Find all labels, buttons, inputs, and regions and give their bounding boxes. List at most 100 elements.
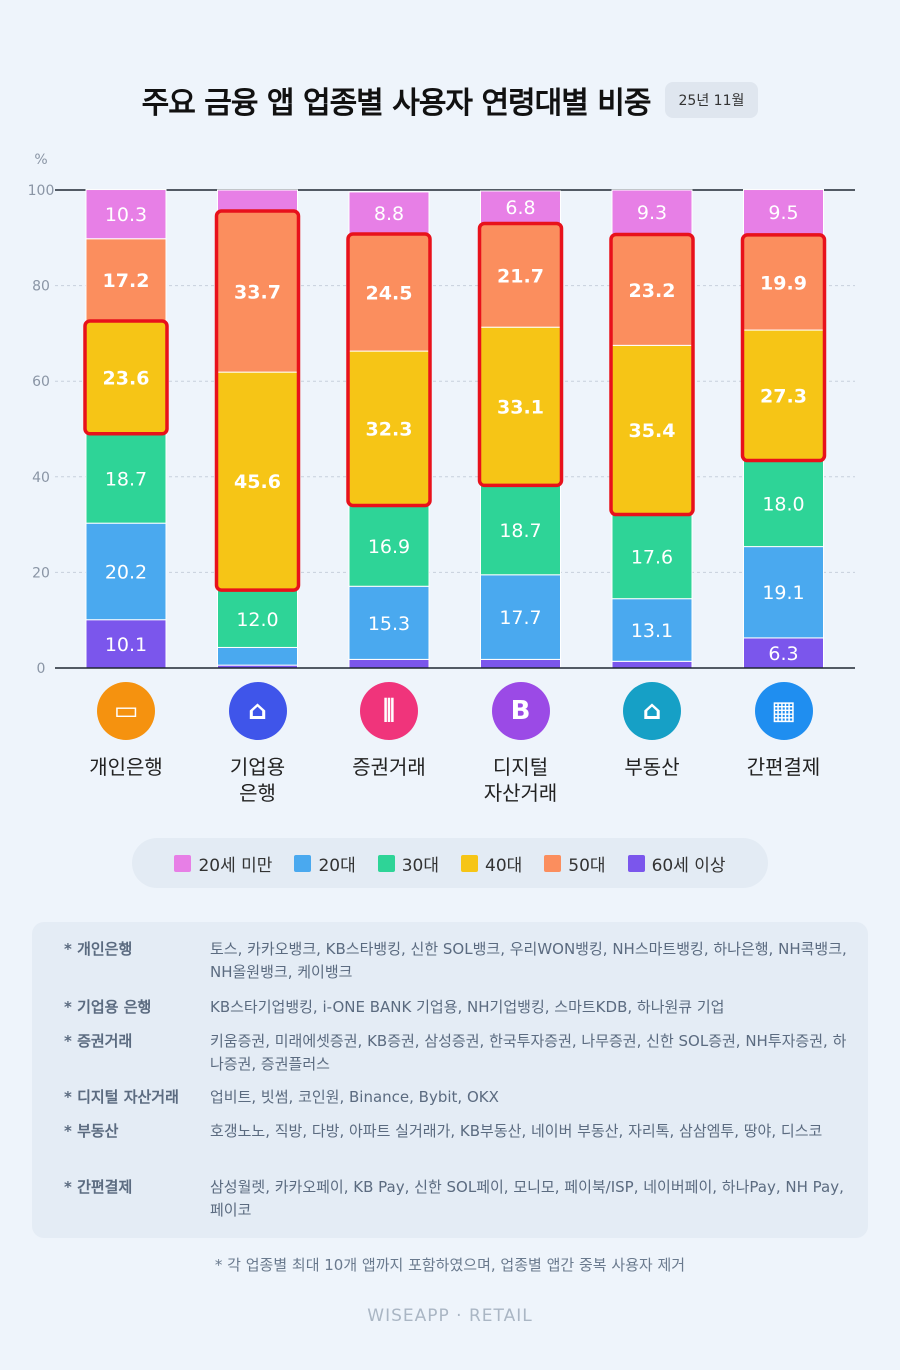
qr-icon: ▦ xyxy=(754,682,813,740)
bar-segment xyxy=(743,234,824,331)
legend-item: 20세 미만 xyxy=(174,851,272,876)
note-key: * 개인은행 xyxy=(64,940,133,958)
notes-box: * 개인은행 토스, 카카오뱅크, KB스타뱅킹, 신한 SOL뱅크, 우리WON… xyxy=(32,922,868,1238)
data-label: 10.1 xyxy=(105,634,147,656)
highlight-box xyxy=(214,209,301,592)
bar-segment xyxy=(217,646,298,666)
bar-segment xyxy=(480,658,561,669)
note-key: * 증권거래 xyxy=(64,1032,133,1050)
legend-item: 60세 이상 xyxy=(627,851,726,876)
data-label: 15.3 xyxy=(368,613,410,635)
bar-segment xyxy=(85,189,167,240)
note-row: * 부동산 호갱노노, 직방, 다방, 아파트 실거래가, KB부동산, 네이버 … xyxy=(64,1120,854,1143)
bar-segment xyxy=(480,484,561,576)
note-key: * 디지털 자산거래 xyxy=(64,1088,179,1106)
legend-label: 60세 이상 xyxy=(651,855,726,876)
y-tick-label: 60 xyxy=(32,374,50,390)
footnote: * 각 업종별 최대 10개 앱까지 포함하였으며, 업종별 앱간 중복 사용자… xyxy=(214,1256,686,1274)
note-row: * 증권거래 키움증권, 미래에셋증권, KB증권, 삼성증권, 한국투자증권, … xyxy=(64,1030,854,1076)
bar-segment xyxy=(611,344,693,516)
credit-card-icon: ▭ xyxy=(97,682,155,740)
bar-segment xyxy=(85,238,167,322)
note-row: * 디지털 자산거래 업비트, 빗썸, 코인원, Binance, Bybit, … xyxy=(64,1086,854,1109)
data-label: 17.7 xyxy=(499,607,541,629)
data-label: 12.0 xyxy=(236,609,278,631)
bitcoin-icon: B xyxy=(491,682,550,740)
chart-title: 주요 금융 앱 업종별 사용자 연령대별 비중 xyxy=(141,86,652,121)
y-axis-unit: % xyxy=(34,152,47,168)
data-label: 32.3 xyxy=(366,418,413,440)
highlight-box xyxy=(740,233,827,463)
bar-segment xyxy=(480,222,561,328)
brand-watermark: WISEAPP · RETAIL xyxy=(367,1306,533,1326)
bar-segment xyxy=(348,233,430,352)
note-row: * 간편결제 삼성월렛, 카카오페이, KB Pay, 신한 SOL페이, 모니모… xyxy=(64,1176,854,1222)
data-label: 20.2 xyxy=(105,561,147,583)
bar-segment xyxy=(348,585,430,660)
legend-item: 40대 xyxy=(461,851,522,876)
title-bar: 주요 금융 앱 업종별 사용자 연령대별 비중 25년 11월 xyxy=(0,78,900,122)
data-label: 23.6 xyxy=(103,367,150,389)
data-label: 9.5 xyxy=(768,202,798,224)
highlight-box xyxy=(83,319,169,436)
bar-segment xyxy=(480,190,561,224)
bar-segment xyxy=(217,189,298,212)
legend-swatch xyxy=(377,854,395,872)
note-value: 키움증권, 미래에셋증권, KB증권, 삼성증권, 한국투자증권, 나무증권, … xyxy=(210,1032,847,1073)
bar-segment xyxy=(743,637,824,669)
category-icons-row: ▭ 개인은행 ⌂ 기업용 은행 ⫼ 증권거래 B 디지털 자산거래 ⌂ 부동산 ▦ 간편결제 xyxy=(0,682,900,812)
category-label: 부동산 xyxy=(624,755,680,779)
legend-item: 20대 xyxy=(294,851,356,876)
bar-segment xyxy=(348,504,430,587)
category-item: ▦ 간편결제 xyxy=(719,682,849,780)
data-label: 16.9 xyxy=(368,536,410,558)
category-label: 디지털 자산거래 xyxy=(483,755,558,805)
category-item: B 디지털 자산거래 xyxy=(456,682,586,806)
y-tick-label: 0 xyxy=(37,661,46,677)
data-label: 24.5 xyxy=(366,283,413,305)
house-icon: ⌂ xyxy=(623,682,681,740)
legend-item: 30대 xyxy=(377,851,439,876)
data-label: 21.7 xyxy=(497,265,544,287)
bar-segment xyxy=(85,619,167,669)
legend-label: 30대 xyxy=(401,855,439,876)
bar-segment xyxy=(480,326,561,486)
note-value: 호갱노노, 직방, 다방, 아파트 실거래가, KB부동산, 네이버 부동산, … xyxy=(210,1122,823,1140)
data-label: 19.1 xyxy=(762,582,804,604)
highlight-box xyxy=(477,221,564,488)
data-label: 17.2 xyxy=(103,270,150,292)
note-value: 토스, 카카오뱅크, KB스타뱅킹, 신한 SOL뱅크, 우리WON뱅킹, NH… xyxy=(210,940,847,981)
category-item: ⌂ 부동산 xyxy=(587,682,717,780)
category-item: ⫼ 증권거래 xyxy=(324,682,454,780)
bar-segment xyxy=(480,574,561,660)
legend-swatch xyxy=(544,854,562,872)
legend-label: 50대 xyxy=(568,855,606,876)
bar-segment xyxy=(85,433,167,524)
note-row: * 기업용 은행 KB스타기업뱅킹, i-ONE BANK 기업용, NH기업뱅킹… xyxy=(64,996,854,1019)
bar-segment xyxy=(85,522,167,621)
data-label: 13.1 xyxy=(631,620,673,642)
data-label: 18.0 xyxy=(762,494,804,516)
y-tick-label: 40 xyxy=(32,470,50,486)
legend-label: 20대 xyxy=(318,855,356,876)
category-label: 개인은행 xyxy=(89,755,163,779)
data-label: 6.8 xyxy=(505,197,535,219)
legend: 20세 미만 20대 30대 40대 50대 60세 이상 xyxy=(132,838,768,888)
note-value: KB스타기업뱅킹, i-ONE BANK 기업용, NH기업뱅킹, 스마트KDB… xyxy=(210,998,725,1016)
category-label: 기업용 은행 xyxy=(229,755,286,805)
stacked-bar-chart: % 0 20 40 60 80 100 10.1 20.2 18.7 23.6 17.2 10.3 12.… xyxy=(28,152,855,677)
data-label: 6.3 xyxy=(768,643,798,665)
bar-segment xyxy=(611,189,693,235)
legend-swatch xyxy=(174,854,192,872)
bar-segment xyxy=(217,371,298,591)
y-tick-label: 80 xyxy=(32,279,50,295)
data-label: 9.3 xyxy=(637,202,667,224)
bar-segment xyxy=(348,191,430,235)
legend-swatch xyxy=(627,854,645,872)
legend-label: 40대 xyxy=(485,855,523,876)
data-label: 23.2 xyxy=(629,280,676,302)
bar-segment xyxy=(348,350,430,506)
y-tick-label: 100 xyxy=(28,183,55,199)
note-key: * 기업용 은행 xyxy=(64,998,152,1016)
data-label: 17.6 xyxy=(631,547,673,569)
